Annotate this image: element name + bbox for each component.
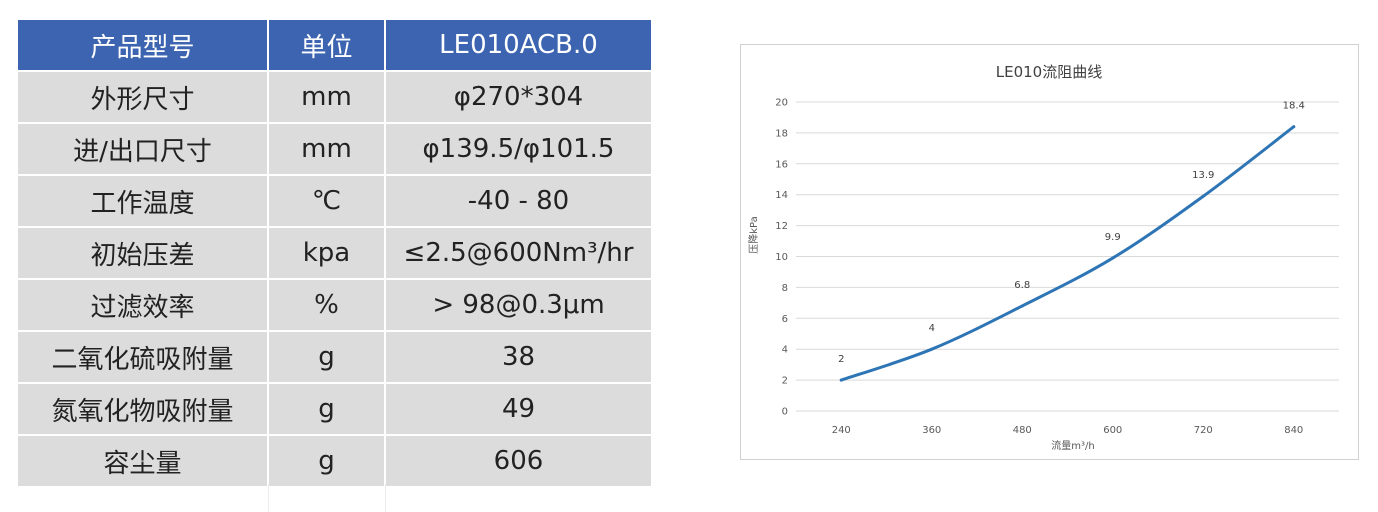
data-point bbox=[839, 378, 843, 382]
row-unit: ℃ bbox=[268, 175, 386, 228]
table-row: 容尘量 g 606 bbox=[18, 435, 651, 488]
table-divider-line bbox=[268, 484, 269, 512]
row-unit: % bbox=[268, 279, 386, 332]
y-tick-label: 16 bbox=[775, 159, 788, 170]
table-row: 过滤效率% > 98@0.3μm bbox=[18, 279, 651, 332]
data-label: 6.8 bbox=[1014, 280, 1030, 291]
row-unit: g bbox=[268, 435, 386, 488]
x-tick-label: 600 bbox=[1103, 425, 1122, 436]
row-value: 49 bbox=[385, 383, 651, 436]
chart-svg: LE010流阻曲线 0 2 4 6 8 10 12 14 16 18 20 240 360 480 600… bbox=[747, 63, 1339, 452]
row-param: 过滤效率 bbox=[18, 279, 269, 332]
row-param: 初始压差 bbox=[18, 227, 269, 280]
row-value: φ139.5/φ101.5 bbox=[385, 123, 651, 176]
data-point bbox=[930, 347, 934, 351]
spec-table: 产品型号 单位 LE010ACB.0 外形尺寸 mm φ270*304 进/出口尺寸… bbox=[18, 20, 651, 488]
row-unit: g bbox=[268, 331, 386, 384]
row-unit: mm bbox=[268, 123, 386, 176]
x-tick-label: 240 bbox=[832, 425, 851, 436]
data-point bbox=[1111, 256, 1115, 260]
row-param: 容尘量 bbox=[18, 435, 269, 488]
row-param: 氮氧化物吸附量 bbox=[18, 383, 269, 436]
y-tick-label: 2 bbox=[782, 376, 788, 387]
row-value: ≤2.5@600Nm³/hr bbox=[385, 227, 651, 280]
table-row: 二氧化硫吸附量 g 38 bbox=[18, 331, 651, 384]
y-tick-label: 20 bbox=[775, 98, 788, 109]
chart-title: LE010流阻曲线 bbox=[996, 63, 1102, 81]
table-row: 工作温度 ℃ -40 - 80 bbox=[18, 175, 651, 228]
row-value: > 98@0.3μm bbox=[385, 279, 651, 332]
table-row: 初始压差 kpa ≤2.5@600Nm³/hr bbox=[18, 227, 651, 280]
row-param: 进/出口尺寸 bbox=[18, 123, 269, 176]
y-tick-label: 0 bbox=[782, 407, 788, 418]
y-tick-label: 14 bbox=[775, 190, 788, 201]
row-unit: mm bbox=[268, 71, 386, 124]
row-unit: g bbox=[268, 383, 386, 436]
data-label: 9.9 bbox=[1105, 232, 1121, 243]
chart-panel: LE010流阻曲线 0 2 4 6 8 10 12 14 16 18 20 240 360 480 600… bbox=[740, 44, 1359, 460]
y-tick-label: 18 bbox=[775, 128, 788, 139]
row-unit: kpa bbox=[268, 227, 386, 280]
y-axis-label: 压降kPa bbox=[747, 216, 760, 254]
series-line bbox=[839, 125, 1296, 382]
data-label: 4 bbox=[929, 323, 935, 334]
y-tick-label: 10 bbox=[775, 252, 788, 263]
y-tick-label: 4 bbox=[782, 345, 788, 356]
table-row: 外形尺寸 mm φ270*304 bbox=[18, 71, 651, 124]
data-label: 13.9 bbox=[1192, 170, 1214, 181]
data-point bbox=[1292, 125, 1296, 129]
table-divider-line bbox=[385, 484, 386, 512]
row-value: -40 - 80 bbox=[385, 175, 651, 228]
x-tick-label: 720 bbox=[1194, 425, 1213, 436]
table-header-row: 产品型号 单位 LE010ACB.0 bbox=[18, 20, 651, 72]
row-param: 外形尺寸 bbox=[18, 71, 269, 124]
data-label: 18.4 bbox=[1283, 101, 1305, 112]
y-tick-label: 6 bbox=[782, 314, 788, 325]
row-value: 606 bbox=[385, 435, 651, 488]
row-value: φ270*304 bbox=[385, 71, 651, 124]
data-point bbox=[1201, 194, 1205, 198]
x-tick-label: 360 bbox=[922, 425, 941, 436]
row-param: 二氧化硫吸附量 bbox=[18, 331, 269, 384]
y-tick-label: 8 bbox=[782, 283, 788, 294]
row-value: 38 bbox=[385, 331, 651, 384]
header-unit-label: 单位 bbox=[268, 20, 386, 72]
y-tick-label: 12 bbox=[775, 221, 788, 232]
x-tick-label: 840 bbox=[1284, 425, 1303, 436]
data-point bbox=[1020, 304, 1024, 308]
x-tick-label: 480 bbox=[1013, 425, 1032, 436]
data-label: 2 bbox=[838, 354, 844, 365]
header-model-label: 产品型号 bbox=[18, 20, 269, 72]
x-axis-label: 流量m³/h bbox=[1051, 439, 1094, 452]
header-model-value: LE010ACB.0 bbox=[385, 20, 651, 72]
table-row: 氮氧化物吸附量 g 49 bbox=[18, 383, 651, 436]
row-param: 工作温度 bbox=[18, 175, 269, 228]
table-row: 进/出口尺寸 mm φ139.5/φ101.5 bbox=[18, 123, 651, 176]
